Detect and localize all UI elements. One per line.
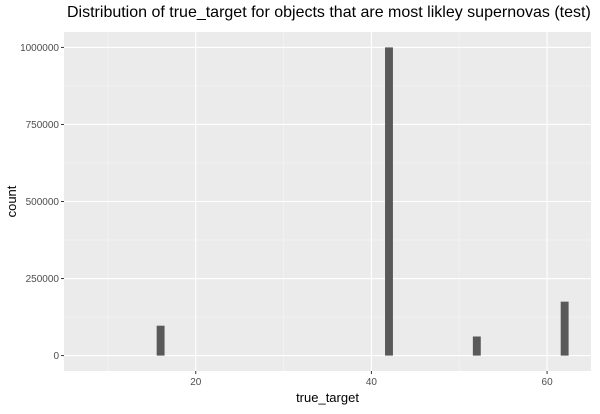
histogram-bar	[560, 301, 569, 356]
histogram-bar	[156, 325, 165, 356]
bars	[156, 47, 569, 356]
y-tick-label: 0	[53, 351, 59, 362]
x-axis-title: true_target	[296, 390, 359, 405]
histogram-bar	[472, 336, 481, 356]
y-axis-title: count	[4, 185, 19, 217]
chart-title: Distribution of true_target for objects …	[67, 4, 591, 21]
x-axis: 20 40 60	[190, 371, 553, 388]
x-tick-label: 20	[190, 377, 202, 388]
x-tick-label: 60	[542, 377, 554, 388]
major-gridlines	[64, 32, 591, 371]
y-tick-label: 750000	[26, 120, 60, 131]
y-tick-label: 500000	[26, 197, 60, 208]
y-tick-label: 250000	[26, 274, 60, 285]
histogram-bar	[385, 47, 393, 356]
y-tick-label: 1000000	[20, 43, 59, 54]
x-tick-label: 40	[366, 377, 378, 388]
y-axis: 0 250000 500000 750000 1000000	[20, 43, 64, 362]
